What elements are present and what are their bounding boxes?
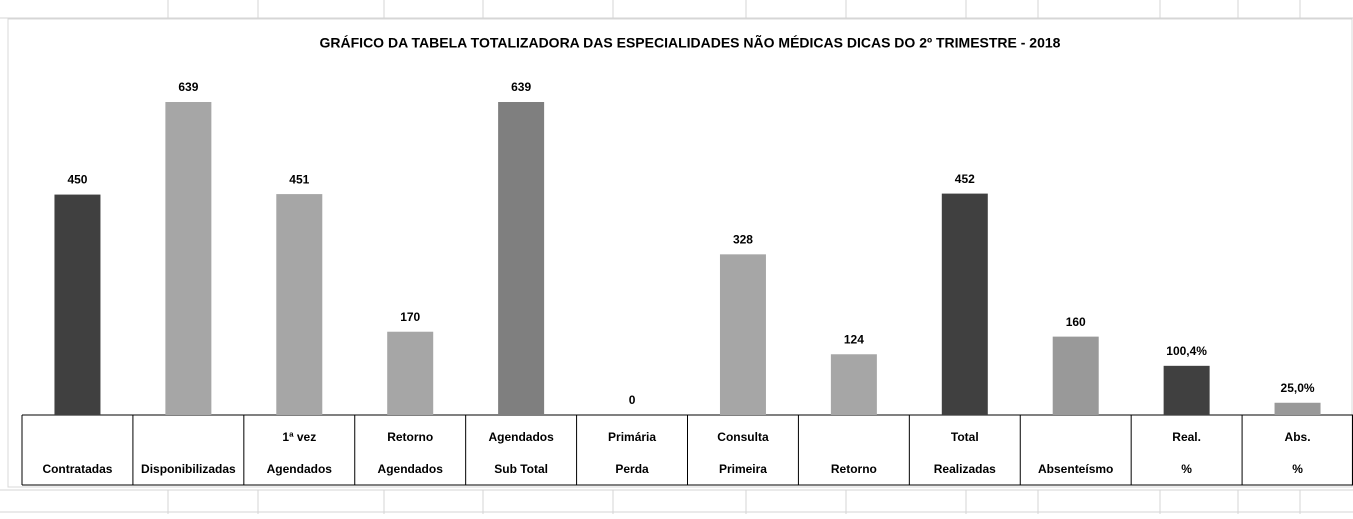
data-label: 452 — [955, 172, 975, 186]
bar — [498, 102, 545, 415]
x-tick-label: Total — [951, 430, 979, 444]
data-label: 160 — [1066, 315, 1086, 329]
x-tick-label: Agendados — [378, 462, 444, 476]
data-label: 124 — [844, 332, 864, 346]
chart-area — [7, 18, 1353, 488]
x-tick-label: Absenteísmo — [1038, 462, 1113, 476]
bar — [1163, 365, 1210, 415]
bar — [941, 193, 988, 415]
data-label: 328 — [733, 233, 753, 247]
data-label: 639 — [178, 80, 198, 94]
bar — [830, 354, 877, 415]
data-label: 0 — [629, 393, 636, 407]
data-label: 170 — [400, 310, 420, 324]
x-tick-label: Primária — [608, 430, 656, 444]
x-tick-label: Sub Total — [494, 462, 548, 476]
bar — [1052, 336, 1099, 415]
x-tick-label: % — [1292, 462, 1303, 476]
x-tick-label: Agendados — [267, 462, 333, 476]
x-tick-label: 1ª vez — [282, 430, 316, 444]
bar — [1274, 402, 1321, 415]
data-label: 639 — [511, 80, 531, 94]
x-tick-label: Agendados — [488, 430, 554, 444]
chart-title: GRÁFICO DA TABELA TOTALIZADORA DAS ESPEC… — [320, 34, 1061, 51]
x-tick-label: Primeira — [719, 462, 767, 476]
data-label: 451 — [289, 172, 309, 186]
x-tick-label: Retorno — [387, 430, 433, 444]
x-tick-label: Perda — [615, 462, 649, 476]
bar — [276, 194, 323, 415]
data-label: 25,0% — [1281, 381, 1315, 395]
bar — [387, 331, 434, 415]
x-tick-label: Realizadas — [934, 462, 996, 476]
data-label: 450 — [67, 173, 87, 187]
data-label: 100,4% — [1166, 344, 1207, 358]
bar — [165, 102, 212, 415]
bar — [719, 254, 766, 415]
x-tick-label: Real. — [1172, 430, 1201, 444]
x-tick-label: % — [1181, 462, 1192, 476]
x-tick-label: Contratadas — [42, 462, 112, 476]
x-tick-label: Retorno — [831, 462, 877, 476]
x-tick-label: Disponibilizadas — [141, 462, 236, 476]
bar — [54, 194, 101, 415]
x-tick-label: Abs. — [1285, 430, 1311, 444]
x-tick-label: Consulta — [717, 430, 769, 444]
